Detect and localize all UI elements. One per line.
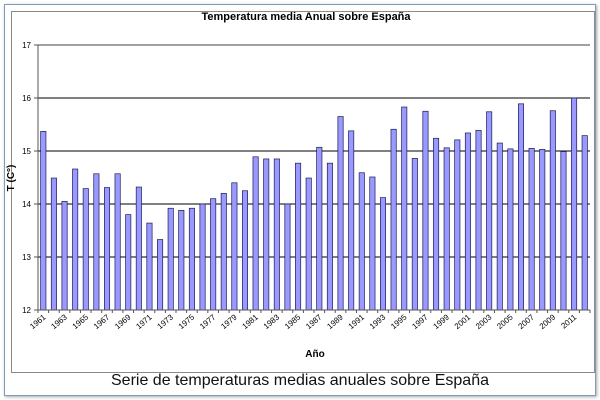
bar (50, 177, 57, 311)
x-tick-label: 1977 (198, 312, 218, 331)
bar (358, 172, 365, 311)
y-tick-label: 13 (22, 253, 31, 262)
bar (135, 186, 142, 311)
bar (252, 156, 259, 311)
bar (348, 130, 355, 311)
x-tick-label: 1987 (304, 312, 324, 331)
bar (380, 197, 387, 311)
x-tick-label: 1973 (156, 312, 176, 331)
bar (464, 132, 471, 311)
x-tick-label: 1975 (177, 312, 197, 331)
gridlines (38, 44, 590, 258)
x-tick-label: 1999 (432, 312, 452, 331)
bar (157, 239, 164, 311)
bar (571, 97, 578, 311)
bar (326, 162, 333, 311)
bar (93, 173, 100, 311)
bar (178, 210, 185, 311)
bar (40, 131, 47, 311)
figure-caption: Serie de temperaturas medias anuales sob… (111, 372, 489, 389)
bar (411, 158, 418, 311)
bar (454, 139, 461, 311)
bar (220, 193, 227, 311)
y-axis-label: T (C°) (6, 165, 17, 192)
x-tick-label: 2001 (453, 312, 473, 331)
bar (167, 207, 174, 311)
x-tick-label: 1979 (219, 312, 239, 331)
bar (539, 149, 546, 311)
chart-title: Temperatura media Anual sobre España (201, 11, 411, 23)
bar (475, 129, 482, 311)
y-tick-label: 17 (22, 41, 31, 50)
bar (560, 151, 567, 311)
x-tick-label: 1971 (134, 312, 154, 331)
bar (581, 135, 588, 311)
x-tick-label: 1985 (283, 312, 303, 331)
bar (188, 207, 195, 311)
bar (125, 214, 132, 311)
x-tick-label: 1993 (368, 312, 388, 331)
x-tick-label: 1989 (325, 312, 345, 331)
bar (390, 128, 397, 311)
x-tick-label: 1995 (389, 312, 409, 331)
bars (40, 97, 588, 311)
bar (72, 168, 79, 311)
x-tick-label: 1963 (49, 312, 69, 331)
y-tick-label: 15 (22, 147, 31, 156)
x-tick-label: 1967 (92, 312, 112, 331)
x-tick-label: 2003 (474, 312, 494, 331)
bar (549, 110, 556, 311)
x-tick-label: 1983 (262, 312, 282, 331)
bar (433, 137, 440, 311)
bar (422, 110, 429, 311)
bar (242, 190, 249, 311)
x-tick-label: 1997 (410, 312, 430, 331)
bar (263, 158, 270, 311)
bar (114, 173, 121, 311)
bar (231, 182, 238, 311)
x-tick-label: 1961 (28, 312, 48, 331)
bar (486, 111, 493, 311)
x-tick-label: 2011 (559, 312, 578, 330)
bar (210, 198, 217, 311)
bar (528, 148, 535, 311)
temperature-bar-chart: Temperatura media Anual sobre España T (… (6, 11, 591, 360)
bar (369, 176, 376, 311)
bar (496, 142, 503, 311)
y-tick-label: 14 (22, 200, 31, 209)
x-tick-label: 2005 (495, 312, 515, 331)
y-tick-label: 16 (22, 94, 31, 103)
x-tick-label: 2009 (538, 312, 558, 331)
bar (146, 222, 153, 311)
x-tick-label: 1991 (347, 312, 367, 331)
bar (103, 187, 111, 311)
bar (82, 188, 89, 311)
x-axis-label: Año (305, 349, 324, 360)
y-tick-label: 12 (22, 306, 31, 315)
bar (273, 158, 280, 311)
bar (199, 203, 206, 311)
bar (401, 106, 408, 311)
bar (517, 103, 525, 311)
bar (305, 177, 312, 311)
x-tick-label: 2007 (516, 312, 536, 331)
x-tick-label: 1969 (113, 312, 133, 331)
bar (316, 146, 323, 311)
chart-area-border (11, 11, 595, 373)
bar (507, 148, 514, 311)
bar (284, 203, 291, 311)
bar (61, 201, 68, 311)
x-tick-label: 1981 (240, 312, 260, 331)
bar (443, 147, 450, 311)
x-tick-label: 1965 (71, 312, 91, 331)
bar (337, 116, 344, 311)
bar (295, 162, 302, 311)
